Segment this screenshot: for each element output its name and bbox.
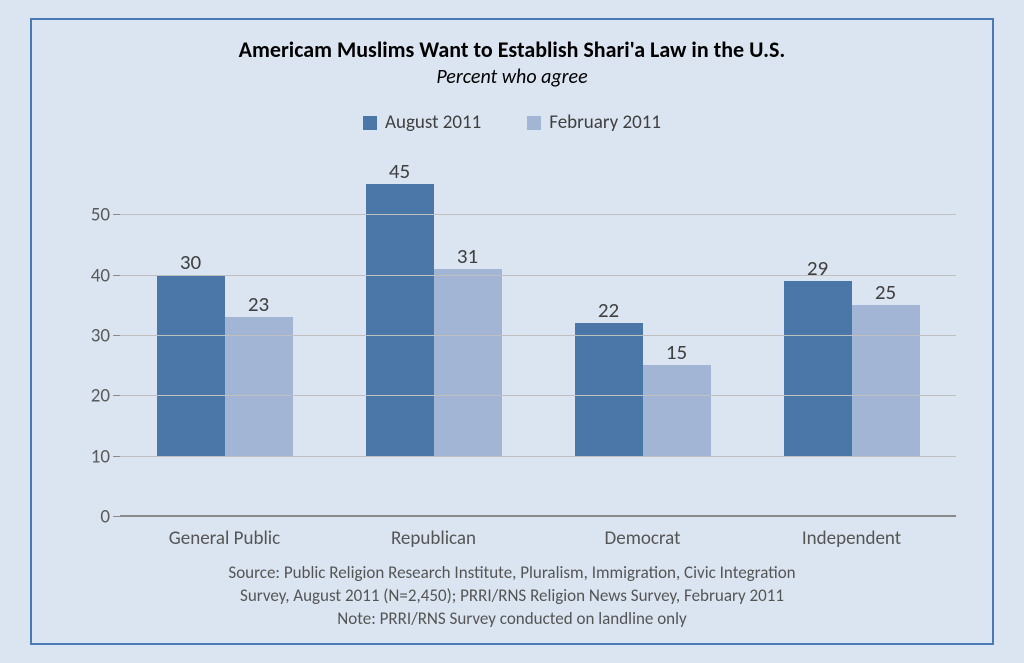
bar-value-label: 31 <box>457 246 478 267</box>
bar <box>434 269 502 456</box>
y-axis-label: 10 <box>91 445 110 468</box>
source-line: Survey, August 2011 (N=2,450); PRRI/RNS … <box>68 585 956 608</box>
gridline <box>120 335 956 336</box>
y-axis-label: 50 <box>91 204 110 227</box>
y-tick <box>113 214 120 215</box>
y-axis-label: 20 <box>91 385 110 408</box>
y-axis-label: 30 <box>91 325 110 348</box>
bar-value-label: 15 <box>666 342 687 363</box>
bar-group: 22 15 <box>538 154 747 456</box>
y-axis-label: 0 <box>100 506 110 529</box>
bar-value-label: 25 <box>875 282 896 303</box>
chart-title: Americam Muslims Want to Establish Shari… <box>68 36 956 63</box>
plot-area: 01020304050 3023453122152925 <box>68 154 956 517</box>
legend-label: August 2011 <box>385 111 481 134</box>
category-label: General Public <box>120 527 329 550</box>
source-caption: Source: Public Religion Research Institu… <box>68 562 956 631</box>
y-axis-label: 40 <box>91 264 110 287</box>
grid-area: 30 23 45 31 22 15 29 25 <box>120 154 956 517</box>
bar <box>784 281 852 456</box>
bar-wrap: 30 <box>157 252 225 456</box>
chart-subtitle: Percent who agree <box>68 65 956 89</box>
bar-value-label: 30 <box>180 252 201 273</box>
category-labels: General PublicRepublicanDemocratIndepend… <box>120 527 956 550</box>
bar-group: 45 31 <box>329 154 538 456</box>
legend-item-0: August 2011 <box>363 111 481 134</box>
bar-wrap: 23 <box>225 294 293 456</box>
y-tick <box>113 516 120 517</box>
bar <box>852 305 920 456</box>
gridline <box>120 395 956 396</box>
legend-label: February 2011 <box>549 111 661 134</box>
bar-value-label: 22 <box>598 300 619 321</box>
bar <box>225 317 293 456</box>
legend-swatch-icon <box>363 116 377 130</box>
category-label: Republican <box>329 527 538 550</box>
source-line: Source: Public Religion Research Institu… <box>68 562 956 585</box>
bar <box>643 365 711 456</box>
gridline <box>120 515 956 517</box>
bar <box>366 184 434 456</box>
y-tick <box>113 275 120 276</box>
bar-value-label: 23 <box>248 294 269 315</box>
bar-wrap: 31 <box>434 246 502 456</box>
chart-card: Americam Muslims Want to Establish Shari… <box>30 18 994 645</box>
bar-wrap: 15 <box>643 342 711 456</box>
bar-wrap: 29 <box>784 258 852 456</box>
y-tick <box>113 456 120 457</box>
bar-wrap: 22 <box>575 300 643 456</box>
y-tick <box>113 335 120 336</box>
bar <box>575 323 643 456</box>
legend-swatch-icon <box>527 116 541 130</box>
category-label: Independent <box>747 527 956 550</box>
bar-value-label: 45 <box>389 161 410 182</box>
bar-group: 30 23 <box>120 154 329 456</box>
gridline <box>120 456 956 457</box>
bar-groups: 30 23 45 31 22 15 29 25 <box>120 154 956 456</box>
bar-value-label: 29 <box>807 258 828 279</box>
chart-legend: August 2011 February 2011 <box>68 111 956 134</box>
source-line: Note: PRRI/RNS Survey conducted on landl… <box>68 608 956 631</box>
bar-wrap: 25 <box>852 282 920 456</box>
gridline <box>120 214 956 215</box>
y-tick <box>113 395 120 396</box>
gridline <box>120 275 956 276</box>
bar-wrap: 45 <box>366 161 434 456</box>
legend-item-1: February 2011 <box>527 111 661 134</box>
category-label: Democrat <box>538 527 747 550</box>
bar <box>157 275 225 456</box>
bar-group: 29 25 <box>747 154 956 456</box>
